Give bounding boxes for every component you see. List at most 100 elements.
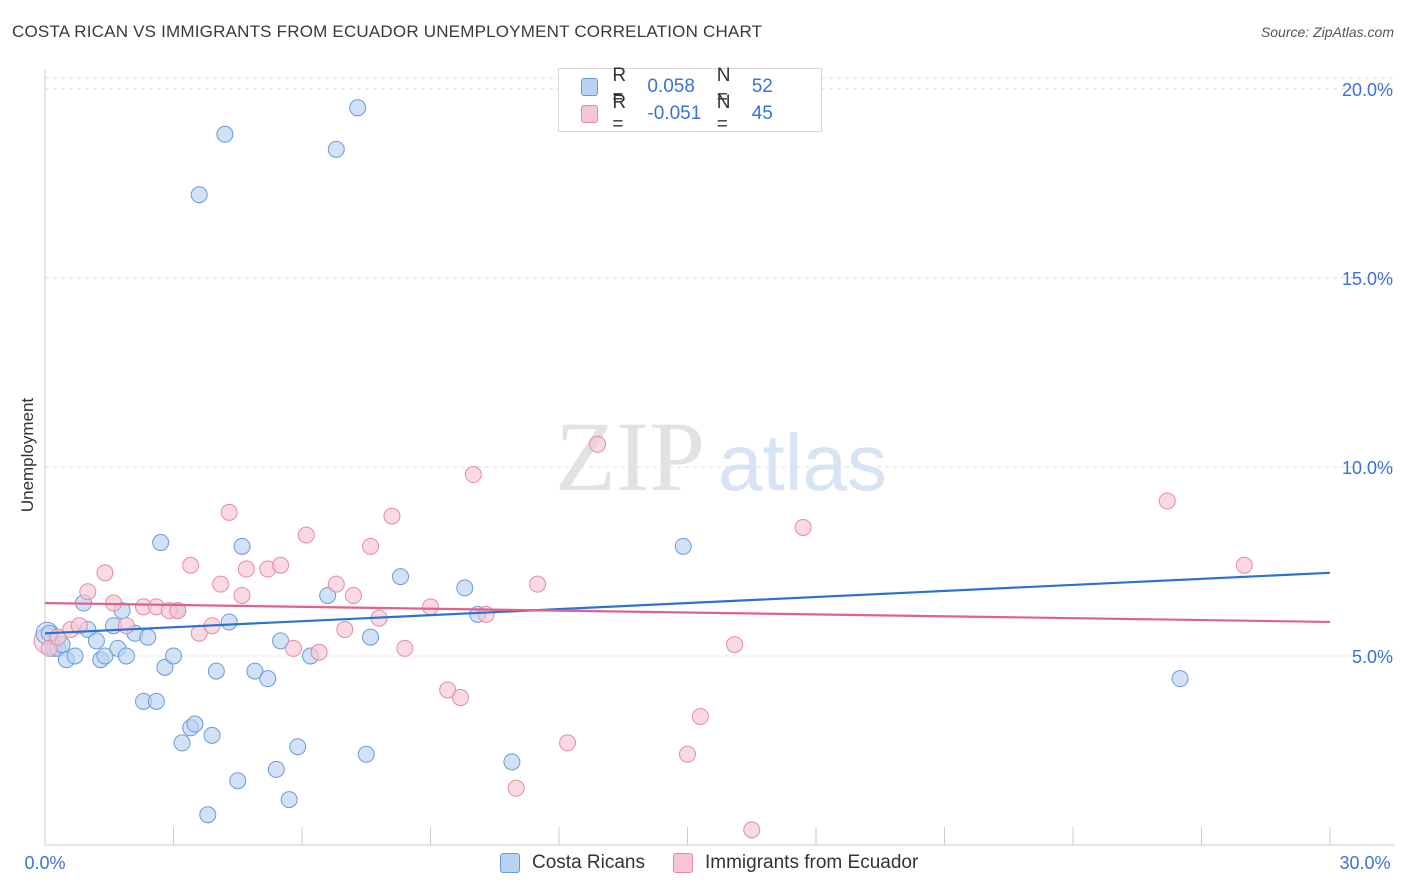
costa-rican-point — [289, 738, 307, 756]
ecuador-point — [79, 583, 97, 601]
costa-rican-point — [229, 772, 247, 790]
ecuador-point — [310, 643, 328, 661]
costa-rican-point — [207, 662, 225, 680]
n-label: N = — [716, 92, 731, 135]
costa-rican-point — [246, 662, 264, 680]
costa-rican-point — [327, 140, 345, 158]
ecuador-point — [559, 734, 577, 752]
legend-item-costa-ricans: Costa Ricans — [500, 852, 645, 874]
legend-swatch-pink — [581, 105, 599, 123]
costa-rican-point — [152, 534, 170, 552]
ecuador-point — [237, 560, 255, 578]
costa-rican-point — [674, 537, 692, 555]
costa-rican-point — [87, 632, 105, 650]
y-tick-label: 20.0% — [1342, 80, 1393, 100]
ecuador-point — [182, 556, 200, 574]
legend-label-costa-ricans: Costa Ricans — [532, 852, 645, 873]
ecuador-point — [117, 617, 135, 635]
ecuador-point — [679, 745, 696, 763]
watermark-atlas: atlas — [718, 418, 887, 507]
ecuador-point — [691, 707, 709, 725]
costa-rican-point — [259, 670, 277, 688]
ecuador-point — [362, 537, 380, 555]
ecuador-point — [272, 556, 290, 574]
ecuador-point — [212, 575, 230, 593]
ecuador-point — [344, 586, 362, 604]
r-value: -0.051 — [647, 103, 702, 124]
costa-rican-point — [392, 568, 410, 586]
costa-rican-point — [216, 125, 234, 143]
costa-rican-point — [1171, 670, 1189, 688]
ecuador-point — [396, 639, 414, 657]
ecuador-point — [284, 639, 302, 657]
trend-lines — [44, 571, 1331, 635]
tick-labels: 5.0% 10.0% 15.0% 20.0% 0.0% 30.0% — [24, 80, 1393, 873]
y-tick-label: 10.0% — [1342, 458, 1393, 478]
watermark-zip: ZIP — [555, 401, 705, 512]
ecuador-point — [589, 435, 607, 453]
costa-rican-point — [267, 760, 285, 778]
ecuador-point — [327, 575, 345, 593]
legend-swatch-blue — [500, 853, 520, 873]
costa-rican-point — [203, 726, 221, 744]
x-tick-label: 30.0% — [1339, 853, 1390, 873]
ecuador-point — [464, 466, 482, 484]
ecuador-point — [529, 575, 547, 593]
n-value: 45 — [751, 103, 773, 124]
costa-rican-point — [199, 806, 217, 824]
costa-rican-point — [503, 753, 521, 771]
chart-title: COSTA RICAN VS IMMIGRANTS FROM ECUADOR U… — [12, 22, 763, 41]
n-value: 52 — [751, 76, 773, 97]
ecuador-point — [40, 639, 58, 657]
costa-rican-point — [456, 579, 474, 597]
ecuador-point — [297, 526, 315, 544]
costa-rican-point — [165, 647, 182, 665]
ecuador-point — [507, 779, 525, 797]
costa-rican-point — [186, 715, 204, 733]
ecuador-point — [233, 586, 251, 604]
series-legend: Costa Ricans Immigrants from Ecuador — [500, 852, 946, 874]
costa-rican-point — [272, 632, 290, 650]
y-axis-label: Unemployment — [18, 397, 37, 513]
ecuador-point — [70, 617, 88, 635]
legend-row-costa-ricans: R = 0.058 N = 52 — [581, 65, 821, 108]
costa-rican-point — [362, 628, 380, 646]
r-value: 0.058 — [647, 76, 695, 97]
ecuador-point — [726, 636, 744, 654]
ecuador-trend-line — [44, 601, 1331, 624]
ecuador-point — [794, 518, 812, 536]
costa-rican-point — [190, 186, 208, 204]
ecuador-point — [220, 503, 238, 521]
costa-rican-point — [357, 745, 375, 763]
legend-swatch-blue — [581, 78, 599, 96]
costa-rican-point — [280, 791, 298, 809]
legend-row-ecuador: R = -0.051 N = 45 — [581, 92, 821, 135]
ecuador-point — [743, 821, 761, 839]
ecuador-point — [336, 621, 354, 639]
costa-rican-point — [349, 99, 367, 117]
costa-rican-point — [173, 734, 191, 752]
ecuador-point — [422, 598, 439, 616]
costa-rican-point — [139, 628, 157, 646]
ecuador-point — [1235, 556, 1253, 574]
source-label: Source: ZipAtlas.com — [1260, 24, 1394, 40]
ecuador-point — [1158, 492, 1176, 510]
costa-rican-point — [156, 658, 174, 676]
x-tick-label: 0.0% — [24, 853, 65, 873]
r-label: R = — [612, 92, 627, 135]
costa-rican-point — [233, 537, 251, 555]
legend-label-ecuador: Immigrants from Ecuador — [705, 852, 919, 873]
ecuador-point — [451, 689, 469, 707]
costa-rican-point — [220, 613, 238, 631]
ecuador-point — [169, 602, 187, 620]
costa-rican-point — [66, 647, 84, 665]
costa-rican-point — [319, 586, 337, 604]
r-label: R = — [612, 65, 627, 108]
ecuador-point — [439, 681, 457, 699]
costa-rican-trend-line — [44, 571, 1331, 635]
costa-rican-point — [117, 647, 135, 665]
axes — [44, 70, 1395, 846]
n-label: N = — [716, 65, 731, 108]
costa-rican-point — [96, 647, 114, 665]
